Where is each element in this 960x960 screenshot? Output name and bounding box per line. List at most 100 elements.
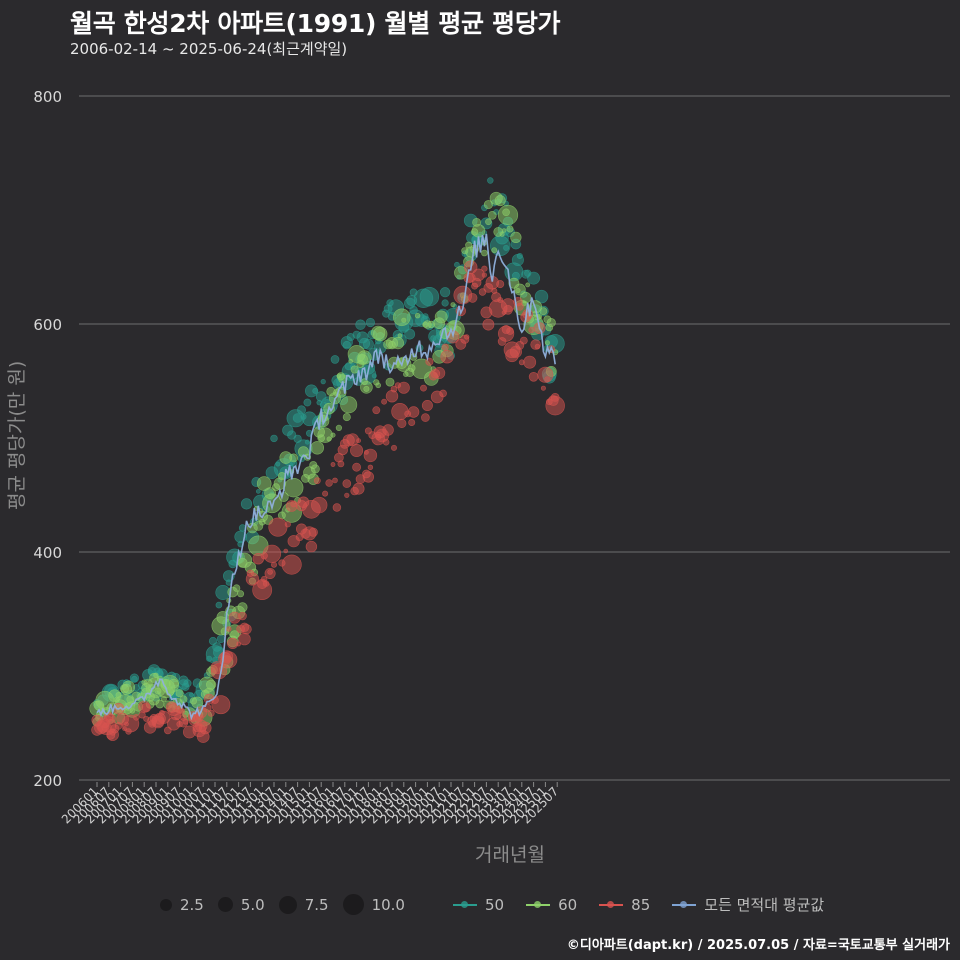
data-point-85	[397, 418, 407, 429]
data-point-60	[391, 337, 405, 350]
legend-line-icon	[672, 899, 697, 911]
data-point-85	[241, 623, 252, 635]
data-point-50	[534, 289, 549, 304]
data-point-50	[404, 328, 416, 340]
data-point-50	[183, 679, 192, 688]
data-point-60	[450, 302, 456, 308]
data-point-85	[238, 632, 251, 646]
data-point-60	[168, 678, 179, 689]
data-point-60	[237, 602, 248, 613]
data-point-60	[483, 200, 493, 210]
data-point-50	[330, 355, 340, 364]
data-point-85	[390, 385, 398, 393]
data-point-50	[362, 338, 374, 350]
data-point-85	[439, 389, 447, 398]
data-point-60	[414, 313, 421, 319]
data-point-60	[499, 231, 505, 237]
data-point-85	[198, 721, 212, 735]
data-point-85	[421, 399, 433, 411]
data-point-85	[332, 477, 338, 484]
size-legend-item: 2.5	[160, 896, 204, 914]
data-point-85	[421, 413, 430, 422]
data-point-60	[487, 211, 497, 220]
data-point-85	[528, 371, 539, 382]
data-point-60	[485, 218, 492, 226]
y-tick-label: 200	[33, 772, 62, 790]
data-point-85	[342, 479, 352, 488]
size-legend-item: 10.0	[342, 894, 405, 915]
data-point-50	[487, 177, 494, 184]
chart-subtitle: 2006-02-14 ~ 2025-06-24(최근계약일)	[70, 40, 348, 58]
data-point-85	[372, 406, 381, 415]
data-point-85	[262, 580, 270, 587]
legend-label: 50	[484, 895, 505, 914]
data-point-60	[491, 247, 498, 254]
size-legend-item: 5.0	[217, 896, 265, 914]
data-point-85	[245, 572, 259, 586]
data-point-85	[313, 477, 321, 485]
legend-line-icon	[599, 899, 624, 911]
data-point-85	[522, 308, 534, 320]
data-point-85	[382, 438, 390, 446]
data-point-50	[516, 253, 523, 260]
data-point-85	[344, 492, 350, 498]
data-point-50	[303, 398, 312, 407]
data-point-85	[352, 462, 361, 472]
data-point-50	[454, 261, 460, 268]
data-point-85	[433, 366, 446, 379]
data-point-85	[337, 460, 345, 468]
data-point-85	[385, 390, 399, 403]
data-point-60	[497, 204, 519, 226]
data-point-60	[397, 333, 403, 339]
data-point-50	[419, 287, 440, 307]
data-point-60	[360, 380, 373, 394]
legend-series-85: 85	[599, 896, 650, 914]
size-legend-item: 7.5	[278, 895, 329, 914]
y-axis-label: 평균 평당가(만 원)	[6, 360, 28, 510]
legend-series-60: 60	[526, 896, 577, 914]
data-point-50	[503, 244, 510, 251]
data-point-85	[174, 713, 181, 721]
legend-series-50: 50	[452, 895, 505, 914]
y-tick-label: 800	[33, 88, 62, 106]
data-point-60	[539, 307, 548, 316]
legend-line-icon	[526, 899, 551, 911]
data-point-60	[310, 441, 324, 455]
data-point-85	[262, 544, 282, 563]
chart-legend: 2.5 5.0 7.5 10.0 50 60 85 모든 면적대 평균값	[160, 894, 838, 915]
legend-label: 모든 면적대 평균값	[704, 896, 825, 914]
data-point-60	[544, 340, 550, 346]
size-legend-dot-icon	[278, 895, 297, 914]
data-point-85	[281, 554, 302, 575]
data-point-85	[207, 709, 215, 717]
data-point-85	[238, 611, 247, 621]
data-point-60	[501, 228, 507, 233]
data-point-85	[322, 490, 329, 497]
size-legend-dot-icon	[160, 898, 172, 911]
size-legend-dot-icon	[342, 894, 364, 915]
data-point-85	[381, 398, 387, 405]
data-point-60	[326, 436, 332, 442]
data-point-85	[397, 381, 410, 394]
legend-label: 85	[631, 895, 651, 914]
data-point-60	[153, 672, 159, 678]
legend-series-average: 모든 면적대 평균값	[672, 894, 824, 915]
data-point-85	[182, 718, 189, 725]
data-point-60	[342, 413, 351, 422]
data-point-85	[506, 327, 514, 335]
data-point-60	[206, 679, 217, 690]
data-point-85	[226, 626, 232, 632]
data-point-85	[440, 350, 454, 364]
data-point-50	[440, 287, 451, 298]
data-point-85	[500, 298, 515, 313]
data-point-60	[481, 249, 488, 257]
data-point-85	[105, 713, 116, 724]
data-point-85	[330, 462, 336, 467]
size-legend-dot-icon	[217, 897, 233, 912]
data-point-60	[506, 225, 514, 233]
data-point-85	[367, 464, 374, 470]
data-point-50	[527, 271, 540, 285]
data-point-60	[237, 590, 245, 598]
data-point-85	[464, 334, 470, 340]
data-point-85	[496, 280, 505, 289]
